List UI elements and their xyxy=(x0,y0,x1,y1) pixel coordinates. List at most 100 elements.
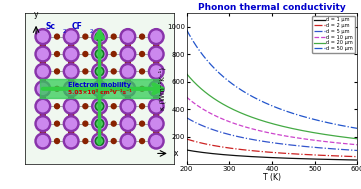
Circle shape xyxy=(148,81,164,97)
Circle shape xyxy=(40,78,45,83)
Circle shape xyxy=(69,112,74,117)
d = 10 μm xyxy=(240,125,244,127)
Circle shape xyxy=(94,101,105,112)
Circle shape xyxy=(94,118,105,129)
Line: d = 10 μm: d = 10 μm xyxy=(187,97,357,145)
Circle shape xyxy=(94,83,105,94)
Circle shape xyxy=(122,136,133,146)
Circle shape xyxy=(120,98,136,114)
Circle shape xyxy=(35,98,51,114)
Circle shape xyxy=(35,81,51,97)
Circle shape xyxy=(55,139,60,143)
Circle shape xyxy=(97,104,102,109)
d = 1 μm xyxy=(309,158,313,160)
d = 1 μm xyxy=(252,156,256,158)
Circle shape xyxy=(69,78,74,83)
Circle shape xyxy=(120,29,136,45)
Circle shape xyxy=(95,32,104,41)
d = 5 μm xyxy=(309,146,313,148)
Circle shape xyxy=(92,98,107,114)
Circle shape xyxy=(66,101,77,112)
Circle shape xyxy=(97,121,102,126)
Circle shape xyxy=(97,130,102,135)
d = 20 μm xyxy=(205,92,209,95)
Circle shape xyxy=(66,49,77,60)
Circle shape xyxy=(122,49,133,60)
Circle shape xyxy=(97,86,102,92)
Circle shape xyxy=(148,46,164,62)
Circle shape xyxy=(148,116,164,132)
Circle shape xyxy=(92,81,107,97)
Circle shape xyxy=(83,34,88,39)
Circle shape xyxy=(122,66,133,77)
d = 50 μm xyxy=(240,90,244,92)
Circle shape xyxy=(151,83,162,94)
Title: Phonon thermal conductivity: Phonon thermal conductivity xyxy=(198,3,346,12)
d = 20 μm xyxy=(184,73,189,75)
d = 20 μm xyxy=(309,131,313,133)
Circle shape xyxy=(120,133,136,149)
Circle shape xyxy=(63,64,79,79)
Circle shape xyxy=(92,46,107,62)
d = 10 μm xyxy=(308,139,312,141)
Circle shape xyxy=(111,121,116,126)
Circle shape xyxy=(95,84,104,93)
Circle shape xyxy=(111,52,116,57)
d = 2 μm xyxy=(355,156,360,158)
d = 50 μm xyxy=(308,117,312,119)
Circle shape xyxy=(126,130,130,135)
Circle shape xyxy=(83,139,88,143)
Circle shape xyxy=(63,116,79,132)
Circle shape xyxy=(97,78,102,83)
Circle shape xyxy=(66,83,77,94)
Circle shape xyxy=(122,31,133,42)
Circle shape xyxy=(111,104,116,109)
d = 10 μm xyxy=(309,139,313,141)
Circle shape xyxy=(97,43,102,48)
d = 5 μm xyxy=(308,146,312,148)
Circle shape xyxy=(83,52,88,57)
d = 50 μm xyxy=(252,96,256,99)
Circle shape xyxy=(55,121,60,126)
Circle shape xyxy=(95,119,104,128)
Circle shape xyxy=(38,31,48,42)
Circle shape xyxy=(38,83,48,94)
Text: Sc: Sc xyxy=(45,22,56,32)
Text: Electron mobility: Electron mobility xyxy=(68,82,131,88)
d = 50 μm xyxy=(205,59,209,62)
Circle shape xyxy=(55,104,60,109)
Circle shape xyxy=(154,60,159,65)
Circle shape xyxy=(140,104,144,109)
Circle shape xyxy=(83,121,88,126)
Circle shape xyxy=(66,31,77,42)
Circle shape xyxy=(151,66,162,77)
Circle shape xyxy=(154,130,159,135)
d = 20 μm xyxy=(252,117,256,119)
Line: d = 20 μm: d = 20 μm xyxy=(187,74,357,139)
Y-axis label: κ (Wm⁻¹K⁻¹): κ (Wm⁻¹K⁻¹) xyxy=(158,67,166,110)
Circle shape xyxy=(40,130,45,135)
Circle shape xyxy=(95,67,104,76)
Circle shape xyxy=(126,60,130,65)
d = 10 μm xyxy=(355,144,360,146)
Circle shape xyxy=(154,112,159,117)
d = 50 μm xyxy=(184,29,189,31)
Circle shape xyxy=(92,29,107,45)
Circle shape xyxy=(122,101,133,112)
Text: y: y xyxy=(34,10,38,19)
Circle shape xyxy=(97,112,102,117)
Text: CF: CF xyxy=(71,22,82,32)
Circle shape xyxy=(111,86,116,91)
d = 10 μm xyxy=(184,96,189,98)
Circle shape xyxy=(38,49,48,60)
Circle shape xyxy=(126,95,130,100)
d = 50 μm xyxy=(355,127,360,129)
Circle shape xyxy=(120,46,136,62)
Circle shape xyxy=(140,52,144,57)
Circle shape xyxy=(92,64,107,79)
d = 10 μm xyxy=(205,110,209,113)
Circle shape xyxy=(111,34,116,39)
Circle shape xyxy=(120,81,136,97)
Circle shape xyxy=(97,60,102,65)
Bar xyxy=(40,79,159,98)
